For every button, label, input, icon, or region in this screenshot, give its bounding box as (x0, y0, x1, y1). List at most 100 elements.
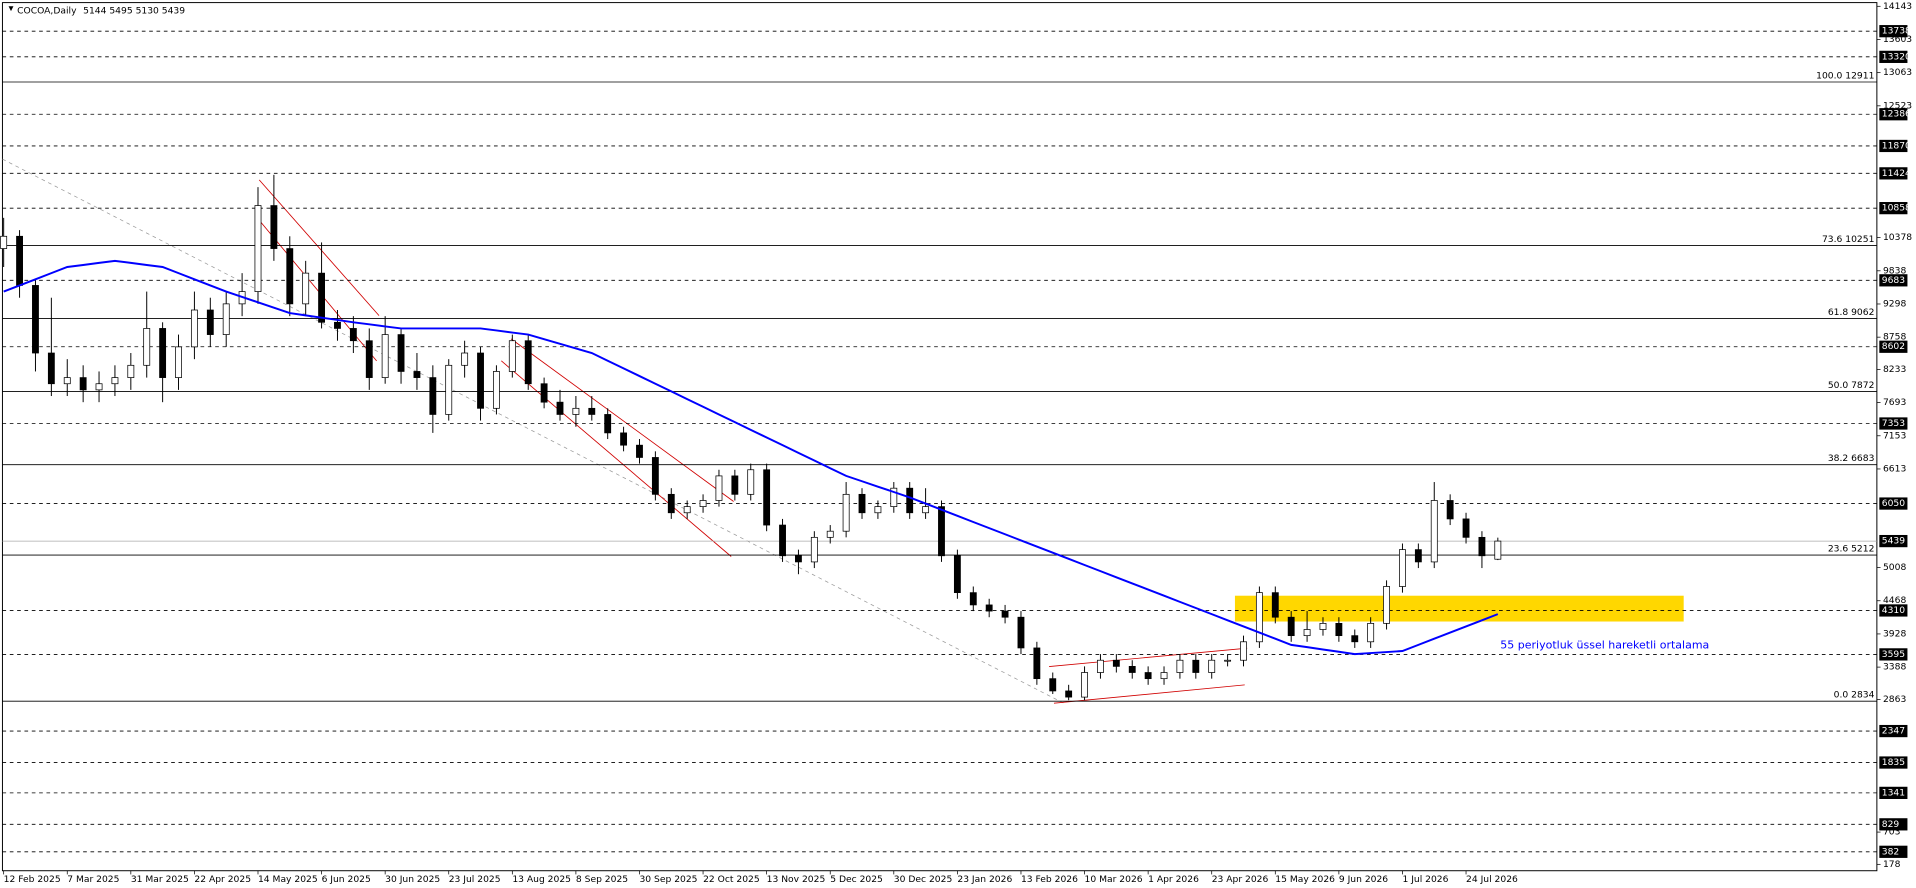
candle-body (651, 457, 659, 495)
candle-body (1192, 659, 1200, 673)
candle-body (906, 487, 914, 514)
level-label: 829 (1882, 819, 1900, 830)
candle-body (32, 285, 39, 354)
candle-body (747, 469, 755, 495)
x-tick-label: 13 Aug 2025 (512, 874, 571, 885)
channel-line (510, 338, 734, 502)
level-label: 8602 (1882, 341, 1905, 352)
candle-body (175, 346, 182, 378)
y-tick-label: 5008 (1883, 562, 1906, 573)
candle-body (1303, 629, 1311, 637)
candle-body (1049, 678, 1057, 692)
candle-body (524, 340, 532, 385)
candle-body (1430, 500, 1438, 563)
fib-label: 100.0 12911 (1816, 70, 1874, 81)
x-tick-label: 10 Mar 2026 (1085, 874, 1143, 885)
candle-body (826, 530, 834, 538)
x-tick-label: 22 Oct 2025 (703, 874, 760, 885)
candle-body (938, 506, 945, 557)
menu-arrow[interactable] (8, 6, 14, 12)
candle-body (1367, 622, 1375, 643)
candle-body (969, 592, 977, 606)
candle-body (397, 334, 405, 372)
level-label: 12386 (1882, 109, 1911, 120)
candle-body (1176, 659, 1184, 673)
candle-body (953, 555, 961, 594)
candle-body (349, 328, 357, 342)
channel-line (501, 360, 732, 557)
x-tick-label: 30 Jun 2025 (385, 874, 440, 885)
level-label: 13320 (1882, 51, 1911, 62)
x-tick-label: 15 May 2026 (1275, 874, 1335, 885)
candle-body (540, 383, 548, 403)
candle-body (1208, 659, 1216, 673)
x-tick-label: 12 Feb 2025 (4, 874, 61, 885)
candle-body (1287, 616, 1295, 637)
candle-body (111, 377, 119, 385)
candle-body (1399, 549, 1406, 587)
candle-body (334, 321, 341, 329)
x-tick-label: 6 Jun 2025 (322, 874, 371, 885)
y-tick-label: 3388 (1883, 662, 1906, 673)
channel-line (258, 179, 380, 316)
candle-body (1240, 641, 1247, 661)
candle-body (1081, 672, 1088, 698)
level-label-box (1879, 497, 1908, 510)
candle-body (1383, 586, 1390, 624)
level-label: 7353 (1882, 418, 1905, 429)
candle-body (588, 407, 596, 415)
y-tick-label: 12523 (1883, 100, 1912, 111)
candle-body (318, 272, 325, 323)
y-tick-label: 178 (1883, 859, 1901, 870)
candle-body (683, 506, 691, 514)
level-label: 11424 (1882, 168, 1911, 179)
y-tick-label: 4468 (1883, 595, 1906, 606)
ohlc-header: 5144 5495 5130 5439 (83, 6, 185, 17)
y-tick-label: 7153 (1883, 430, 1906, 441)
y-tick-label: 7693 (1883, 397, 1906, 408)
x-tick-label: 8 Sep 2025 (576, 874, 628, 885)
candle-body (699, 500, 707, 507)
channel-line (1049, 647, 1248, 667)
candle-body (1144, 672, 1152, 680)
level-label: 5439 (1882, 536, 1905, 547)
level-label: 3595 (1882, 649, 1905, 660)
level-label-box (1879, 139, 1908, 153)
level-label-box (1879, 108, 1908, 121)
candle-body (810, 536, 818, 563)
annotation: 55 periyotluk üssel hareketli ortalama (1500, 639, 1709, 652)
y-tick-label: 8233 (1883, 364, 1906, 375)
level-label: 13738 (1882, 26, 1911, 37)
level-label-box (1879, 167, 1908, 180)
candle-body (365, 340, 373, 378)
x-tick-label: 30 Sep 2025 (639, 874, 697, 885)
y-tick-label: 13603 (1883, 34, 1912, 45)
candle-body (604, 414, 612, 434)
y-tick-label: 8758 (1883, 332, 1906, 343)
trend-line (2, 158, 1064, 704)
y-tick-label: 9838 (1883, 265, 1906, 276)
candle-body (1160, 672, 1168, 680)
x-tick-label: 23 Jul 2025 (449, 874, 501, 885)
candle-body (985, 604, 993, 612)
level-label-box (1879, 50, 1908, 63)
level-label: 382 (1882, 846, 1899, 857)
fib-label: 23.6 5212 (1828, 543, 1875, 554)
channels (258, 179, 1248, 704)
candle-body (1335, 622, 1343, 637)
candle-body (795, 555, 802, 563)
x-tick-label: 9 Jun 2026 (1339, 874, 1388, 885)
candle-body (1224, 659, 1232, 662)
candle-body (222, 303, 230, 335)
candle-body (254, 205, 262, 292)
candle-body (159, 328, 167, 378)
x-tick-label: 31 Mar 2025 (131, 874, 189, 885)
candle-body (1033, 647, 1041, 680)
fib-label: 38.2 6683 (1828, 453, 1875, 464)
x-tick-label: 23 Apr 2026 (1212, 874, 1269, 885)
level-label-box (1879, 534, 1908, 548)
y-tick-label: 13063 (1883, 67, 1912, 78)
zone (1234, 595, 1684, 622)
level-label-box (1879, 818, 1908, 831)
